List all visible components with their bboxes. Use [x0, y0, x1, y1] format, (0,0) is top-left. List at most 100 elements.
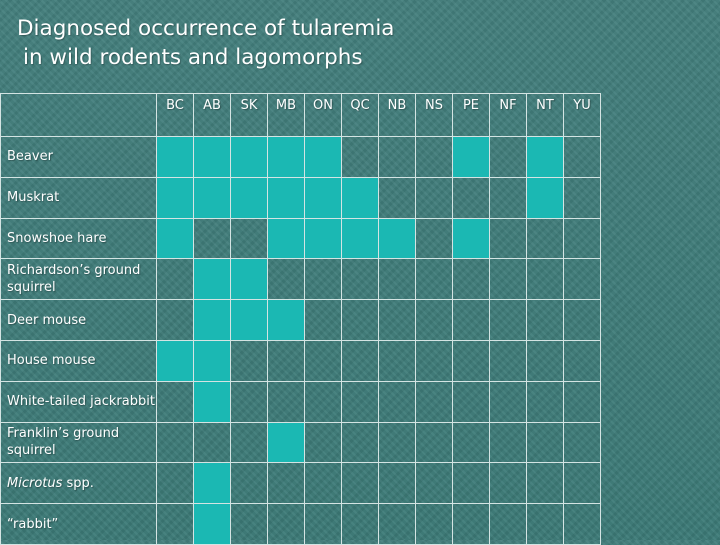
cell-mb-occurrence — [267, 136, 305, 178]
cell-bc-occurrence — [156, 136, 194, 178]
cell-ab-occurrence — [193, 339, 231, 382]
row-label-text: Beaver — [7, 149, 53, 165]
row-label-text: Franklin’s ground squirrel — [7, 426, 120, 459]
slide-title: Diagnosed occurrence of tularemia in wil… — [17, 14, 394, 72]
cell-nt-empty — [526, 339, 564, 382]
cell-sk-occurrence — [230, 299, 268, 341]
column-header-nb: NB — [378, 93, 416, 137]
cell-nt-empty — [526, 503, 564, 545]
cell-on-empty — [304, 462, 342, 505]
cell-nt-empty — [526, 217, 564, 260]
cell-yu-empty — [563, 380, 601, 423]
cell-bc-empty — [156, 380, 194, 423]
cell-sk-occurrence — [230, 258, 268, 301]
title-line-2: in wild rodents and lagomorphs — [23, 45, 363, 70]
cell-ns-empty — [415, 421, 453, 464]
cell-yu-empty — [563, 339, 601, 382]
cell-nt-occurrence — [526, 176, 564, 219]
cell-nt-empty — [526, 258, 564, 301]
table-row: Muskrat — [0, 176, 601, 219]
cell-mb-empty — [267, 380, 305, 423]
table-row: Richardson’s ground squirrel — [0, 258, 601, 301]
cell-nf-empty — [489, 217, 527, 260]
cell-pe-empty — [452, 299, 490, 341]
cell-nb-empty — [378, 380, 416, 423]
cell-sk-empty — [230, 380, 268, 423]
cell-nf-empty — [489, 136, 527, 178]
cell-mb-occurrence — [267, 421, 305, 464]
cell-mb-empty — [267, 503, 305, 545]
cell-nb-empty — [378, 176, 416, 219]
cell-qc-empty — [341, 299, 379, 341]
cell-nb-empty — [378, 339, 416, 382]
cell-yu-empty — [563, 503, 601, 545]
cell-nf-empty — [489, 380, 527, 423]
cell-mb-empty — [267, 462, 305, 505]
cell-nt-empty — [526, 380, 564, 423]
cell-sk-empty — [230, 217, 268, 260]
cell-nf-empty — [489, 503, 527, 545]
table-row: Microtus spp. — [0, 462, 601, 505]
column-header-yu: YU — [563, 93, 601, 137]
corner-cell — [0, 93, 157, 137]
cell-nf-empty — [489, 421, 527, 464]
cell-ab-occurrence — [193, 299, 231, 341]
cell-qc-empty — [341, 503, 379, 545]
cell-ns-empty — [415, 176, 453, 219]
row-label-text: Deer mouse — [7, 312, 87, 328]
cell-bc-empty — [156, 299, 194, 341]
cell-pe-empty — [452, 380, 490, 423]
cell-ab-occurrence — [193, 380, 231, 423]
cell-bc-occurrence — [156, 176, 194, 219]
cell-mb-occurrence — [267, 299, 305, 341]
cell-ab-occurrence — [193, 136, 231, 178]
cell-on-occurrence — [304, 136, 342, 178]
table-body: Beaver Muskrat Snowshoe hare Richardson’s g… — [0, 136, 601, 545]
cell-on-empty — [304, 421, 342, 464]
cell-nb-empty — [378, 299, 416, 341]
cell-pe-occurrence — [452, 136, 490, 178]
row-label: White-tailed jackrabbit — [0, 380, 157, 423]
column-header-nt: NT — [526, 93, 564, 137]
cell-nb-empty — [378, 421, 416, 464]
cell-on-empty — [304, 299, 342, 341]
cell-ns-empty — [415, 258, 453, 301]
cell-ab-occurrence — [193, 258, 231, 301]
cell-sk-empty — [230, 421, 268, 464]
column-header-qc: QC — [341, 93, 379, 137]
cell-ns-empty — [415, 299, 453, 341]
cell-bc-occurrence — [156, 217, 194, 260]
cell-yu-empty — [563, 217, 601, 260]
column-header-ns: NS — [415, 93, 453, 137]
cell-on-empty — [304, 339, 342, 382]
cell-pe-empty — [452, 462, 490, 505]
row-label: Snowshoe hare — [0, 217, 157, 260]
cell-yu-empty — [563, 421, 601, 464]
cell-yu-empty — [563, 258, 601, 301]
row-label: House mouse — [0, 339, 157, 382]
cell-on-empty — [304, 380, 342, 423]
cell-ab-occurrence — [193, 176, 231, 219]
column-header-pe: PE — [452, 93, 490, 137]
cell-pe-occurrence — [452, 217, 490, 260]
cell-mb-occurrence — [267, 176, 305, 219]
cell-bc-empty — [156, 462, 194, 505]
column-header-bc: BC — [156, 93, 194, 137]
column-header-sk: SK — [230, 93, 268, 137]
table-row: Beaver — [0, 136, 601, 178]
cell-qc-empty — [341, 339, 379, 382]
cell-sk-empty — [230, 339, 268, 382]
cell-ns-empty — [415, 380, 453, 423]
row-label-suffix: spp. — [62, 475, 94, 491]
row-label-text: White-tailed jackrabbit — [7, 394, 155, 410]
cell-yu-empty — [563, 136, 601, 178]
row-label: Microtus spp. — [0, 462, 157, 505]
cell-ab-empty — [193, 217, 231, 260]
cell-nb-empty — [378, 503, 416, 545]
table-row: Deer mouse — [0, 299, 601, 341]
table-row: “rabbit” — [0, 503, 601, 545]
row-label: Beaver — [0, 136, 157, 178]
cell-nf-empty — [489, 299, 527, 341]
cell-yu-empty — [563, 462, 601, 505]
cell-qc-empty — [341, 136, 379, 178]
